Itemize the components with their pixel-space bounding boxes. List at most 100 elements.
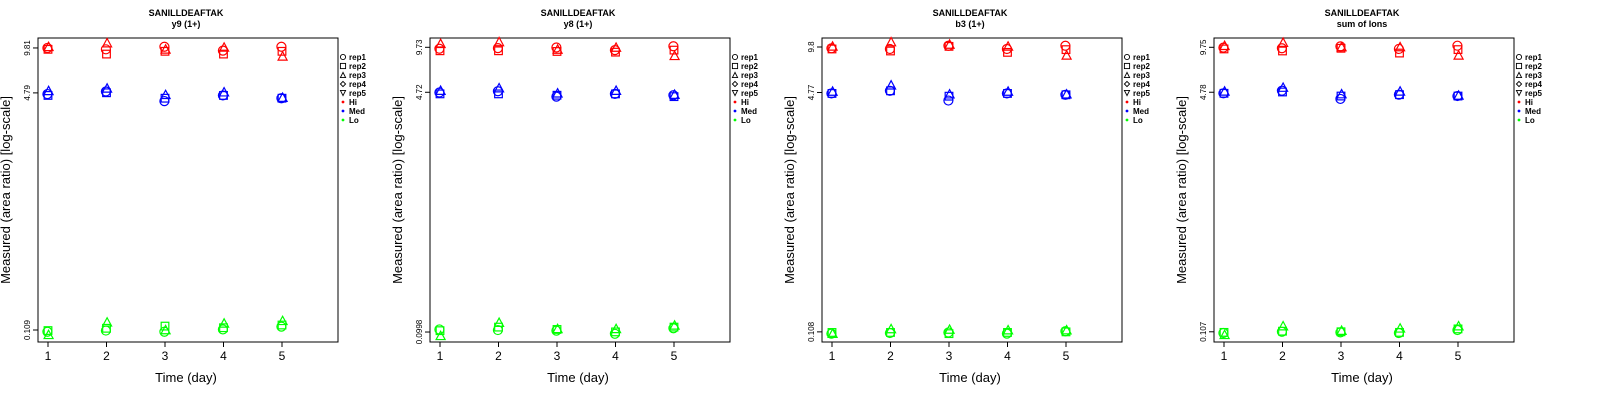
chart-subtitle: sum of Ions	[1337, 19, 1388, 29]
legend-symbol-rep1	[339, 53, 347, 61]
y-tick-label: 0.107	[1199, 321, 1208, 342]
data-point-lo	[494, 322, 503, 332]
legend-symbol-rep3	[1515, 71, 1523, 79]
data-point-lo	[669, 319, 681, 330]
x-axis-label: Time (day)	[547, 370, 609, 385]
legend-label: rep5	[741, 89, 758, 98]
data-point-lo	[1278, 326, 1287, 336]
data-point-med	[102, 88, 111, 98]
data-point-lo	[43, 326, 53, 335]
chart-subtitle: y8 (1+)	[564, 19, 593, 29]
x-tick-label: 3	[162, 349, 169, 363]
legend-label: Lo	[741, 116, 751, 125]
legend-label: Hi	[1133, 98, 1141, 107]
data-point-hi	[669, 50, 681, 61]
x-tick-label: 4	[220, 349, 227, 363]
y-tick-label: 4.72	[415, 84, 424, 100]
data-point-med	[1277, 81, 1289, 92]
data-point-hi	[160, 43, 172, 54]
x-axis-label: Time (day)	[155, 370, 217, 385]
legend-symbol-rep5	[1515, 89, 1523, 97]
legend-symbol-rep2	[731, 62, 739, 70]
data-point-lo	[552, 323, 564, 334]
legend-swatch-med	[1125, 109, 1129, 113]
data-point-lo	[1061, 324, 1073, 335]
data-point-hi	[101, 37, 113, 48]
legend-label: rep1	[1133, 53, 1150, 62]
legend-symbol-rep3	[731, 71, 739, 79]
data-point-hi	[102, 49, 111, 59]
x-tick-label: 4	[612, 349, 619, 363]
data-point-med	[1002, 85, 1014, 96]
data-point-med	[493, 82, 505, 93]
data-point-lo	[43, 328, 55, 340]
data-point-med	[1061, 88, 1073, 99]
legend-swatch-med	[733, 109, 737, 113]
data-point-lo	[1219, 328, 1231, 340]
legend-symbol-rep5	[339, 89, 347, 97]
x-tick-label: 5	[1063, 349, 1070, 363]
data-point-lo	[944, 323, 956, 334]
data-point-med	[1336, 88, 1348, 99]
data-point-hi	[43, 40, 55, 52]
legend-label: rep1	[1525, 53, 1542, 62]
legend-symbol-rep5	[1123, 89, 1131, 97]
data-point-med	[610, 84, 622, 95]
data-point-hi	[277, 46, 287, 56]
x-tick-label: 2	[1279, 349, 1286, 363]
y-tick-label: 9.81	[23, 40, 32, 56]
chart-title: SANILLDEAFTAK	[149, 8, 224, 18]
data-point-hi	[277, 50, 289, 61]
data-point-lo	[160, 321, 170, 331]
data-point-med	[43, 91, 53, 100]
legend-label: Lo	[349, 116, 359, 125]
data-point-lo	[219, 323, 228, 333]
x-tick-label: 3	[1338, 349, 1345, 363]
data-point-hi	[552, 43, 564, 54]
data-point-hi	[611, 47, 620, 57]
data-point-hi	[1336, 41, 1348, 52]
data-point-hi	[218, 41, 230, 52]
data-point-hi	[1277, 36, 1289, 47]
data-point-hi	[435, 37, 447, 49]
legend-symbol-rep5	[731, 89, 739, 97]
data-point-hi	[159, 41, 170, 52]
data-point-lo	[827, 328, 837, 337]
data-point-med	[885, 79, 897, 90]
y-tick-label: 9.75	[1199, 39, 1208, 55]
x-tick-label: 2	[103, 349, 110, 363]
data-point-hi	[1061, 45, 1071, 55]
legend-swatch-hi	[1517, 100, 1521, 104]
data-point-hi	[886, 46, 895, 56]
legend-label: rep3	[1525, 71, 1542, 80]
legend-label: rep4	[1525, 80, 1542, 89]
data-point-lo	[827, 327, 839, 339]
data-point-lo	[493, 316, 505, 327]
data-point-med	[218, 86, 230, 97]
legend-label: rep1	[349, 53, 366, 62]
legend-label: Med	[349, 107, 365, 116]
x-axis-label: Time (day)	[939, 370, 1001, 385]
data-point-lo	[277, 314, 289, 326]
data-point-hi	[885, 36, 897, 47]
legend-symbol-rep2	[339, 62, 347, 70]
legend-swatch-lo	[1125, 118, 1129, 122]
legend-symbol-rep2	[1123, 62, 1131, 70]
data-point-hi	[100, 44, 112, 55]
data-point-lo	[1219, 327, 1229, 337]
data-point-hi	[944, 38, 956, 49]
data-point-hi	[827, 40, 839, 51]
legend-label: Med	[741, 107, 757, 116]
legend-label: rep3	[741, 71, 758, 80]
legend-label: rep2	[741, 62, 758, 71]
legend-label: rep2	[1133, 62, 1150, 71]
legend-label: rep5	[1133, 89, 1150, 98]
legend-label: rep5	[349, 89, 366, 98]
data-point-med	[43, 85, 55, 96]
legend-label: rep1	[741, 53, 758, 62]
y-tick-label: 9.73	[415, 39, 424, 55]
